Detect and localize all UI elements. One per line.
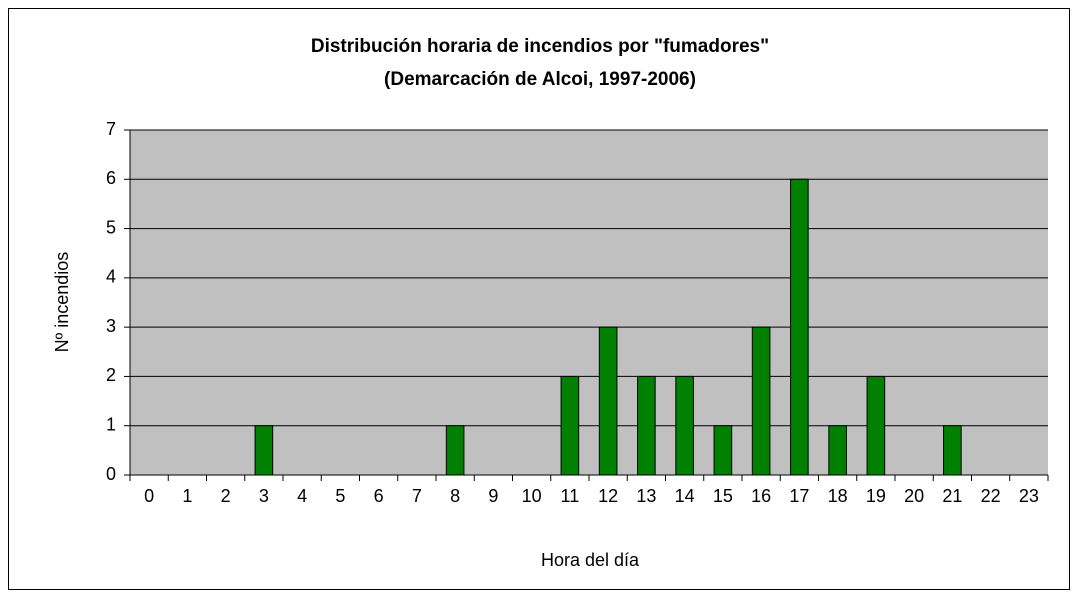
x-tick-label: 12 xyxy=(598,486,618,506)
y-tick-label: 3 xyxy=(106,316,116,336)
y-tick-label: 1 xyxy=(106,414,116,434)
x-tick-label: 23 xyxy=(1019,486,1039,506)
x-tick-label: 20 xyxy=(904,486,924,506)
x-tick-label: 22 xyxy=(981,486,1001,506)
y-axis-label: Nº incendios xyxy=(52,252,72,353)
bar xyxy=(790,178,809,476)
x-tick-label: 9 xyxy=(488,486,498,506)
x-tick-label: 2 xyxy=(221,486,231,506)
x-tick-label: 5 xyxy=(335,486,345,506)
bar xyxy=(828,425,847,476)
bar xyxy=(751,326,771,476)
x-tick-label: 13 xyxy=(636,486,656,506)
y-tick-label: 6 xyxy=(106,168,116,188)
x-tick-label: 14 xyxy=(675,486,695,506)
x-tick-label: 21 xyxy=(942,486,962,506)
x-tick-label: 6 xyxy=(374,486,384,506)
x-tick-label: 11 xyxy=(561,486,580,506)
y-tick-label: 4 xyxy=(106,267,116,287)
x-tick-label: 3 xyxy=(259,486,269,506)
plot-area xyxy=(130,130,1048,475)
y-tick-label: 2 xyxy=(106,365,116,385)
bar xyxy=(866,375,886,476)
x-tick-label: 16 xyxy=(751,486,771,506)
x-tick-label: 18 xyxy=(828,486,848,506)
bar xyxy=(254,425,274,476)
bar xyxy=(560,375,580,476)
chart-subtitle: (Demarcación de Alcoi, 1997-2006) xyxy=(384,69,696,90)
x-tick-label: 15 xyxy=(713,486,733,506)
y-tick-label: 0 xyxy=(106,464,116,484)
x-tick-label: 0 xyxy=(144,486,154,506)
y-tick-label: 5 xyxy=(106,217,116,237)
bar xyxy=(445,425,465,476)
y-tick-label: 7 xyxy=(106,119,116,139)
x-tick-label: 4 xyxy=(297,486,307,506)
bar xyxy=(675,375,694,476)
x-tick-label: 1 xyxy=(182,486,192,506)
x-tick-label: 7 xyxy=(412,486,422,506)
x-tick-label: 19 xyxy=(866,486,886,506)
bar xyxy=(713,425,733,476)
x-tick-label: 8 xyxy=(450,486,460,506)
bar xyxy=(598,326,618,476)
bar xyxy=(637,375,656,476)
chart-title: Distribución horaria de incendios por "f… xyxy=(311,36,769,57)
x-tick-label: 10 xyxy=(522,486,542,506)
x-tick-label: 17 xyxy=(789,486,809,506)
bar xyxy=(943,425,962,476)
x-axis-label: Hora del día xyxy=(541,550,640,570)
